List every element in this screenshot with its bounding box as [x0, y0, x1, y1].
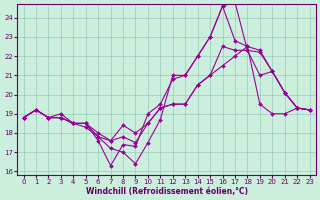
X-axis label: Windchill (Refroidissement éolien,°C): Windchill (Refroidissement éolien,°C): [85, 187, 248, 196]
